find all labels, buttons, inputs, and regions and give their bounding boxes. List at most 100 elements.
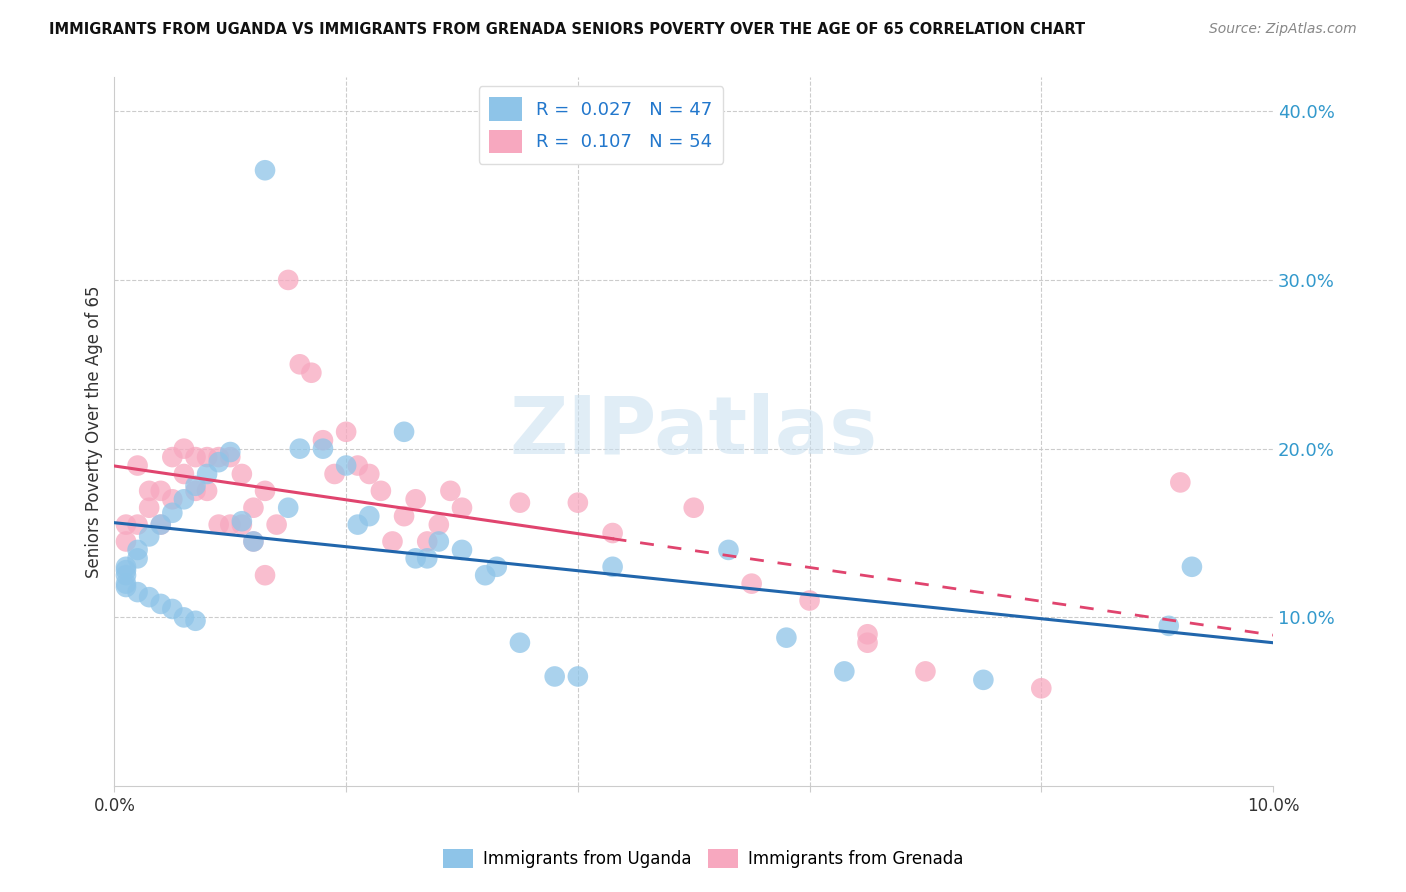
- Point: [359, 509, 381, 524]
- Point: [208, 455, 231, 469]
- Point: [335, 458, 357, 473]
- Point: [173, 610, 195, 624]
- Point: [184, 483, 207, 498]
- Point: [115, 534, 138, 549]
- Point: [427, 517, 450, 532]
- Point: [127, 517, 149, 532]
- Point: [799, 593, 821, 607]
- Point: [162, 506, 184, 520]
- Point: [288, 442, 311, 456]
- Point: [972, 673, 994, 687]
- Point: [253, 483, 276, 498]
- Point: [219, 450, 242, 464]
- Point: [138, 529, 160, 543]
- Point: [1168, 475, 1191, 490]
- Point: [602, 559, 624, 574]
- Point: [741, 576, 763, 591]
- Point: [914, 665, 936, 679]
- Point: [602, 526, 624, 541]
- Point: [184, 450, 207, 464]
- Point: [451, 542, 474, 557]
- Point: [231, 517, 253, 532]
- Point: [359, 467, 381, 481]
- Legend: Immigrants from Uganda, Immigrants from Grenada: Immigrants from Uganda, Immigrants from …: [436, 842, 970, 875]
- Point: [162, 450, 184, 464]
- Point: [323, 467, 346, 481]
- Point: [115, 580, 138, 594]
- Point: [335, 425, 357, 439]
- Point: [370, 483, 392, 498]
- Point: [717, 542, 740, 557]
- Point: [173, 442, 195, 456]
- Point: [775, 631, 797, 645]
- Point: [195, 450, 218, 464]
- Point: [219, 445, 242, 459]
- Point: [149, 517, 172, 532]
- Point: [299, 366, 322, 380]
- Point: [115, 563, 138, 577]
- Point: [392, 425, 415, 439]
- Point: [253, 163, 276, 178]
- Point: [162, 492, 184, 507]
- Point: [474, 568, 496, 582]
- Point: [195, 483, 218, 498]
- Point: [509, 636, 531, 650]
- Point: [346, 458, 368, 473]
- Point: [277, 500, 299, 515]
- Legend: R =  0.027   N = 47, R =  0.107   N = 54: R = 0.027 N = 47, R = 0.107 N = 54: [478, 87, 724, 163]
- Y-axis label: Seniors Poverty Over the Age of 65: Seniors Poverty Over the Age of 65: [86, 285, 103, 578]
- Point: [416, 551, 439, 566]
- Point: [138, 590, 160, 604]
- Point: [277, 273, 299, 287]
- Point: [682, 500, 704, 515]
- Point: [405, 551, 427, 566]
- Point: [1157, 619, 1180, 633]
- Point: [173, 467, 195, 481]
- Point: [195, 467, 218, 481]
- Point: [312, 442, 335, 456]
- Point: [184, 479, 207, 493]
- Point: [509, 496, 531, 510]
- Point: [127, 458, 149, 473]
- Point: [439, 483, 461, 498]
- Point: [567, 669, 589, 683]
- Point: [208, 517, 231, 532]
- Point: [138, 483, 160, 498]
- Point: [312, 434, 335, 448]
- Point: [162, 602, 184, 616]
- Point: [219, 517, 242, 532]
- Point: [231, 467, 253, 481]
- Point: [127, 542, 149, 557]
- Point: [427, 534, 450, 549]
- Point: [253, 568, 276, 582]
- Point: [115, 559, 138, 574]
- Point: [115, 568, 138, 582]
- Point: [1181, 559, 1204, 574]
- Point: [416, 534, 439, 549]
- Point: [149, 597, 172, 611]
- Point: [149, 483, 172, 498]
- Point: [288, 357, 311, 371]
- Point: [242, 534, 264, 549]
- Text: ZIPatlas: ZIPatlas: [509, 392, 877, 471]
- Point: [834, 665, 856, 679]
- Point: [231, 514, 253, 528]
- Point: [1031, 681, 1053, 696]
- Point: [485, 559, 508, 574]
- Point: [405, 492, 427, 507]
- Point: [856, 636, 879, 650]
- Point: [115, 517, 138, 532]
- Point: [173, 492, 195, 507]
- Point: [451, 500, 474, 515]
- Point: [346, 517, 368, 532]
- Point: [138, 500, 160, 515]
- Text: Source: ZipAtlas.com: Source: ZipAtlas.com: [1209, 22, 1357, 37]
- Point: [242, 534, 264, 549]
- Text: IMMIGRANTS FROM UGANDA VS IMMIGRANTS FROM GRENADA SENIORS POVERTY OVER THE AGE O: IMMIGRANTS FROM UGANDA VS IMMIGRANTS FRO…: [49, 22, 1085, 37]
- Point: [115, 576, 138, 591]
- Point: [266, 517, 288, 532]
- Point: [381, 534, 404, 549]
- Point: [208, 450, 231, 464]
- Point: [856, 627, 879, 641]
- Point: [567, 496, 589, 510]
